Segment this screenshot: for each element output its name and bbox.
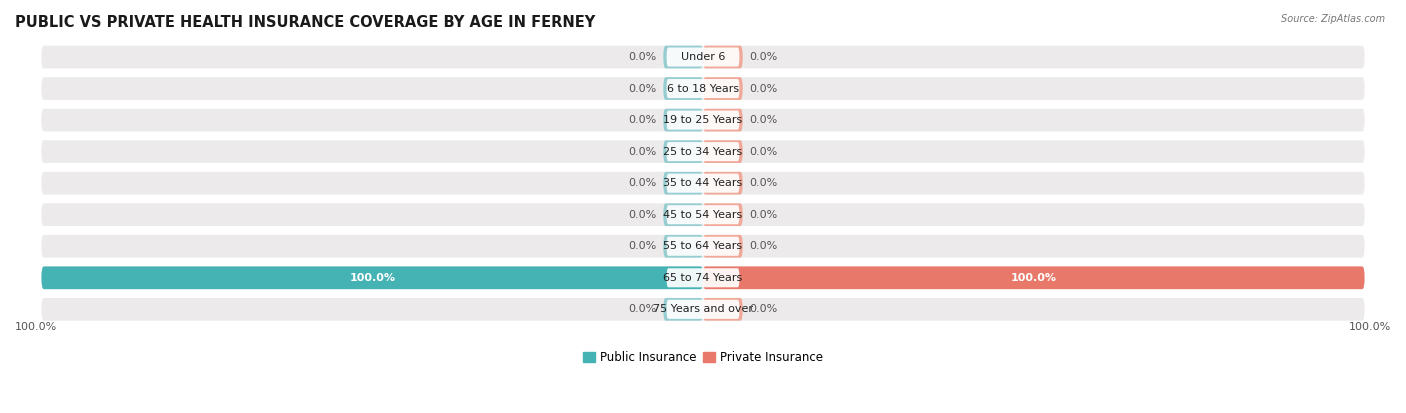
- Text: 35 to 44 Years: 35 to 44 Years: [664, 178, 742, 188]
- FancyBboxPatch shape: [664, 140, 703, 163]
- Text: 55 to 64 Years: 55 to 64 Years: [664, 241, 742, 251]
- FancyBboxPatch shape: [703, 140, 742, 163]
- FancyBboxPatch shape: [41, 235, 1365, 258]
- FancyBboxPatch shape: [664, 77, 703, 100]
- Text: 0.0%: 0.0%: [749, 147, 778, 157]
- FancyBboxPatch shape: [664, 172, 703, 195]
- FancyBboxPatch shape: [664, 203, 703, 226]
- Text: 0.0%: 0.0%: [628, 115, 657, 125]
- FancyBboxPatch shape: [41, 266, 703, 289]
- Text: 0.0%: 0.0%: [749, 241, 778, 251]
- FancyBboxPatch shape: [703, 77, 742, 100]
- Text: 100.0%: 100.0%: [15, 322, 58, 332]
- Text: 0.0%: 0.0%: [749, 178, 778, 188]
- Text: 0.0%: 0.0%: [628, 241, 657, 251]
- FancyBboxPatch shape: [666, 268, 740, 287]
- Text: 100.0%: 100.0%: [1011, 273, 1057, 283]
- Text: 45 to 54 Years: 45 to 54 Years: [664, 210, 742, 220]
- FancyBboxPatch shape: [666, 237, 740, 256]
- FancyBboxPatch shape: [41, 109, 1365, 131]
- Text: 0.0%: 0.0%: [628, 83, 657, 94]
- Text: 100.0%: 100.0%: [349, 273, 395, 283]
- Text: 0.0%: 0.0%: [628, 210, 657, 220]
- FancyBboxPatch shape: [666, 142, 740, 161]
- Text: 75 Years and over: 75 Years and over: [652, 304, 754, 314]
- FancyBboxPatch shape: [666, 173, 740, 193]
- FancyBboxPatch shape: [41, 172, 1365, 195]
- Text: 0.0%: 0.0%: [749, 210, 778, 220]
- FancyBboxPatch shape: [666, 79, 740, 98]
- Text: 19 to 25 Years: 19 to 25 Years: [664, 115, 742, 125]
- Text: 0.0%: 0.0%: [628, 52, 657, 62]
- Text: 0.0%: 0.0%: [628, 304, 657, 314]
- Text: 65 to 74 Years: 65 to 74 Years: [664, 273, 742, 283]
- Text: Source: ZipAtlas.com: Source: ZipAtlas.com: [1281, 14, 1385, 24]
- FancyBboxPatch shape: [664, 109, 703, 131]
- Text: Under 6: Under 6: [681, 52, 725, 62]
- Text: 0.0%: 0.0%: [749, 52, 778, 62]
- Text: 100.0%: 100.0%: [1348, 322, 1391, 332]
- Text: 0.0%: 0.0%: [628, 147, 657, 157]
- Text: 0.0%: 0.0%: [749, 115, 778, 125]
- FancyBboxPatch shape: [41, 203, 1365, 226]
- FancyBboxPatch shape: [703, 46, 742, 69]
- FancyBboxPatch shape: [666, 300, 740, 319]
- FancyBboxPatch shape: [703, 235, 742, 258]
- Text: PUBLIC VS PRIVATE HEALTH INSURANCE COVERAGE BY AGE IN FERNEY: PUBLIC VS PRIVATE HEALTH INSURANCE COVER…: [15, 15, 595, 30]
- FancyBboxPatch shape: [41, 298, 1365, 320]
- Text: 6 to 18 Years: 6 to 18 Years: [666, 83, 740, 94]
- FancyBboxPatch shape: [703, 109, 742, 131]
- FancyBboxPatch shape: [703, 203, 742, 226]
- Legend: Public Insurance, Private Insurance: Public Insurance, Private Insurance: [578, 347, 828, 369]
- Text: 0.0%: 0.0%: [749, 83, 778, 94]
- FancyBboxPatch shape: [666, 47, 740, 66]
- FancyBboxPatch shape: [666, 205, 740, 224]
- FancyBboxPatch shape: [703, 298, 742, 320]
- Text: 0.0%: 0.0%: [628, 178, 657, 188]
- FancyBboxPatch shape: [41, 140, 1365, 163]
- FancyBboxPatch shape: [41, 46, 1365, 69]
- Text: 0.0%: 0.0%: [749, 304, 778, 314]
- FancyBboxPatch shape: [666, 111, 740, 130]
- FancyBboxPatch shape: [703, 172, 742, 195]
- FancyBboxPatch shape: [703, 266, 1365, 289]
- FancyBboxPatch shape: [41, 77, 1365, 100]
- FancyBboxPatch shape: [664, 298, 703, 320]
- FancyBboxPatch shape: [41, 266, 1365, 289]
- FancyBboxPatch shape: [664, 235, 703, 258]
- Text: 25 to 34 Years: 25 to 34 Years: [664, 147, 742, 157]
- FancyBboxPatch shape: [664, 46, 703, 69]
